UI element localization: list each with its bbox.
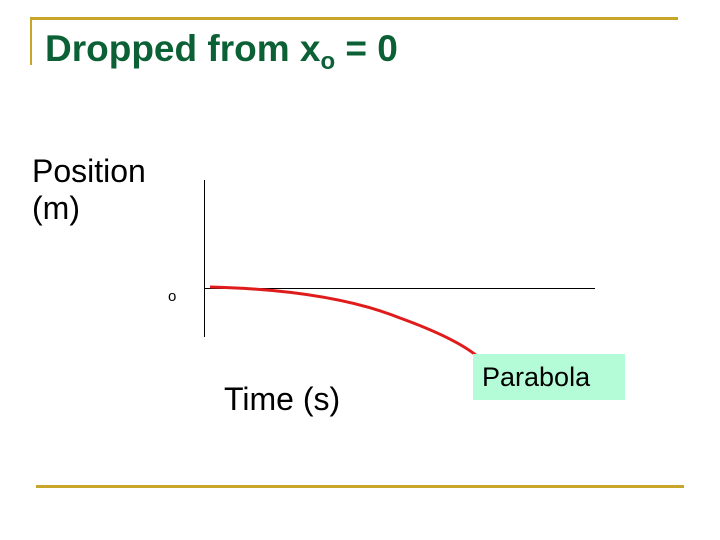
parabola-curve bbox=[209, 285, 478, 358]
y-axis-label-line1: Position bbox=[32, 153, 146, 189]
left-rule bbox=[30, 17, 32, 65]
y-axis-label: Position (m) bbox=[32, 153, 146, 227]
slide-title: Dropped from xo = 0 bbox=[45, 28, 398, 76]
y-axis-label-line2: (m) bbox=[32, 190, 80, 226]
top-rule bbox=[30, 17, 678, 20]
title-tail: = 0 bbox=[335, 28, 398, 69]
parabola-callout: Parabola bbox=[473, 354, 625, 400]
origin-label: o bbox=[168, 288, 177, 305]
title-subscript: o bbox=[320, 48, 336, 75]
x-axis-label: Time (s) bbox=[224, 381, 341, 417]
title-text: Dropped from x bbox=[45, 28, 321, 69]
bottom-rule bbox=[36, 485, 684, 488]
